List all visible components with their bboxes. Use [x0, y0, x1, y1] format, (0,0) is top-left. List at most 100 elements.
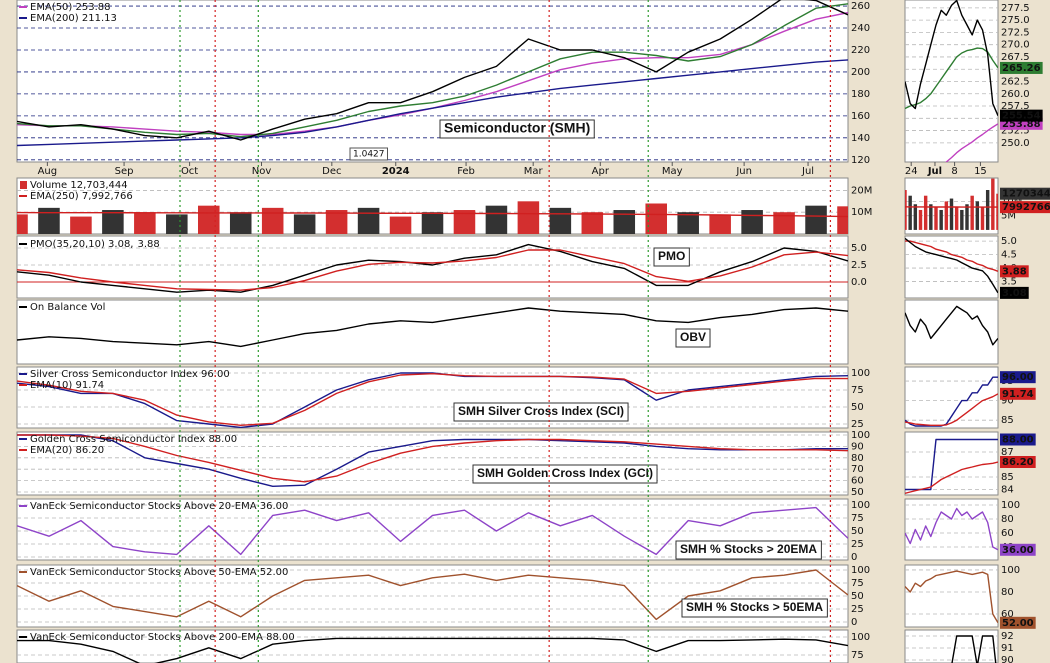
volume-bar [741, 210, 763, 234]
volume-bar [923, 195, 928, 230]
annotation-box [453, 402, 629, 422]
panel-background [16, 366, 849, 429]
y-tick-label: 272.5 [1001, 27, 1030, 38]
legend-label: Volume 12,703,444 [30, 180, 128, 191]
volume-bar [389, 216, 412, 234]
panel-background [904, 564, 999, 628]
annotation: PMO [658, 249, 685, 263]
y-tick-label: 3.5 [1001, 277, 1017, 288]
plot-area [905, 438, 998, 494]
y-tick-label: 80 [851, 453, 864, 464]
volume-bar [944, 201, 949, 230]
series-line [905, 237, 998, 294]
note-box [349, 147, 388, 161]
value-label: 96.00 [1002, 372, 1034, 383]
value-label: 88.00 [1002, 435, 1034, 446]
plot-area [905, 305, 998, 346]
x-tick-label: Mar [524, 166, 544, 177]
value-label-box [1000, 109, 1043, 122]
value-label-box [1000, 387, 1036, 400]
value-label: 3.08 [1002, 288, 1027, 299]
volume-bar [934, 207, 938, 230]
x-tick-label: 15 [974, 166, 987, 177]
y-tick-label: 100 [851, 632, 870, 643]
y-tick-label: 75 [851, 650, 864, 661]
legend-label: EMA(10) 91.74 [30, 380, 104, 391]
annotation-box [653, 247, 690, 267]
volume-bar [357, 207, 380, 234]
y-tick-label: 90 [851, 441, 864, 452]
series-line [17, 373, 848, 426]
legend-label: PMO(35,20,10) 3.08, [30, 239, 134, 250]
x-tick-label: Jul [801, 166, 814, 177]
value-label: 12703444 [1002, 189, 1050, 200]
series-line [905, 570, 998, 624]
y-tick-label: 0 [851, 552, 857, 563]
y-tick-label: 25 [851, 604, 864, 615]
panel-background [904, 366, 999, 429]
x-tick-label: 8 [951, 166, 957, 177]
value-label: 36.00 [1002, 545, 1034, 556]
series-line [945, 123, 998, 162]
y-tick-label: 240 [851, 23, 870, 34]
series-line [17, 243, 848, 293]
y-tick-label: 262.5 [1001, 76, 1030, 87]
y-tick-label: 92 [1001, 631, 1014, 642]
legend-label: EMA(50) 253.88 [30, 2, 110, 13]
value-label: 255.54 [1002, 111, 1041, 122]
volume-bar [453, 210, 476, 234]
x-tick-label: Apr [592, 166, 610, 177]
volume-bar [17, 214, 28, 234]
value-label-box [1000, 187, 1050, 200]
y-tick-label: 0 [851, 617, 857, 628]
y-tick-label: 120 [851, 155, 870, 166]
value-label-box [1000, 433, 1036, 446]
legend-label: Silver Cross Semiconductor Index 96.00 [30, 369, 230, 380]
plot-area [905, 376, 998, 427]
value-label: 86.20 [1002, 457, 1034, 468]
volume-bar [517, 201, 540, 234]
legend-swatch [20, 181, 27, 189]
y-tick-label: 277.5 [1001, 3, 1030, 14]
y-tick-label: 0.0 [851, 277, 867, 288]
annotation: Semiconductor (SMH) [444, 120, 590, 136]
value-label: 7992766 [1002, 202, 1050, 213]
series-line [905, 305, 998, 346]
y-tick-label: 91 [1001, 643, 1014, 654]
value-label: 52.00 [1002, 618, 1034, 629]
legend-label: 3.88 [138, 239, 160, 250]
volume-bar [709, 214, 731, 234]
series-line [951, 635, 997, 663]
volume-bar [197, 205, 220, 234]
volume-bar [975, 201, 980, 230]
y-tick-label: 60 [1001, 528, 1014, 539]
panel-background [904, 235, 999, 299]
y-tick-label: 2.5 [851, 260, 867, 271]
annotation: SMH Silver Cross Index (SCI) [458, 404, 624, 418]
volume-bar [102, 210, 124, 234]
panel-background [904, 498, 999, 561]
y-tick-label: 75 [851, 578, 864, 589]
y-tick-label: 100 [1001, 565, 1020, 576]
y-tick-label: 100 [1001, 500, 1020, 511]
y-tick-label: 60 [851, 476, 864, 487]
legend-label: EMA(250) 7,992,766 [30, 191, 133, 202]
volume-bar [960, 209, 964, 230]
volume-bar [38, 207, 60, 234]
value-label: 91.74 [1002, 389, 1034, 400]
y-tick-label: 257.5 [1001, 101, 1030, 112]
panel-background [16, 0, 849, 163]
volume-bar [996, 193, 998, 230]
y-tick-label: 85 [1001, 415, 1014, 426]
panel-background [904, 0, 999, 163]
series-line [17, 506, 848, 556]
annotation: SMH Golden Cross Index (GCI) [477, 466, 653, 480]
y-tick-label: 90 [1001, 655, 1014, 663]
series-line [905, 376, 998, 427]
y-tick-label: 75 [851, 513, 864, 524]
y-tick-label: 250.0 [1001, 138, 1030, 149]
x-tick-label: Oct [181, 166, 198, 177]
y-tick-label: 84 [1001, 485, 1014, 496]
y-tick-label: 5.0 [851, 243, 867, 254]
